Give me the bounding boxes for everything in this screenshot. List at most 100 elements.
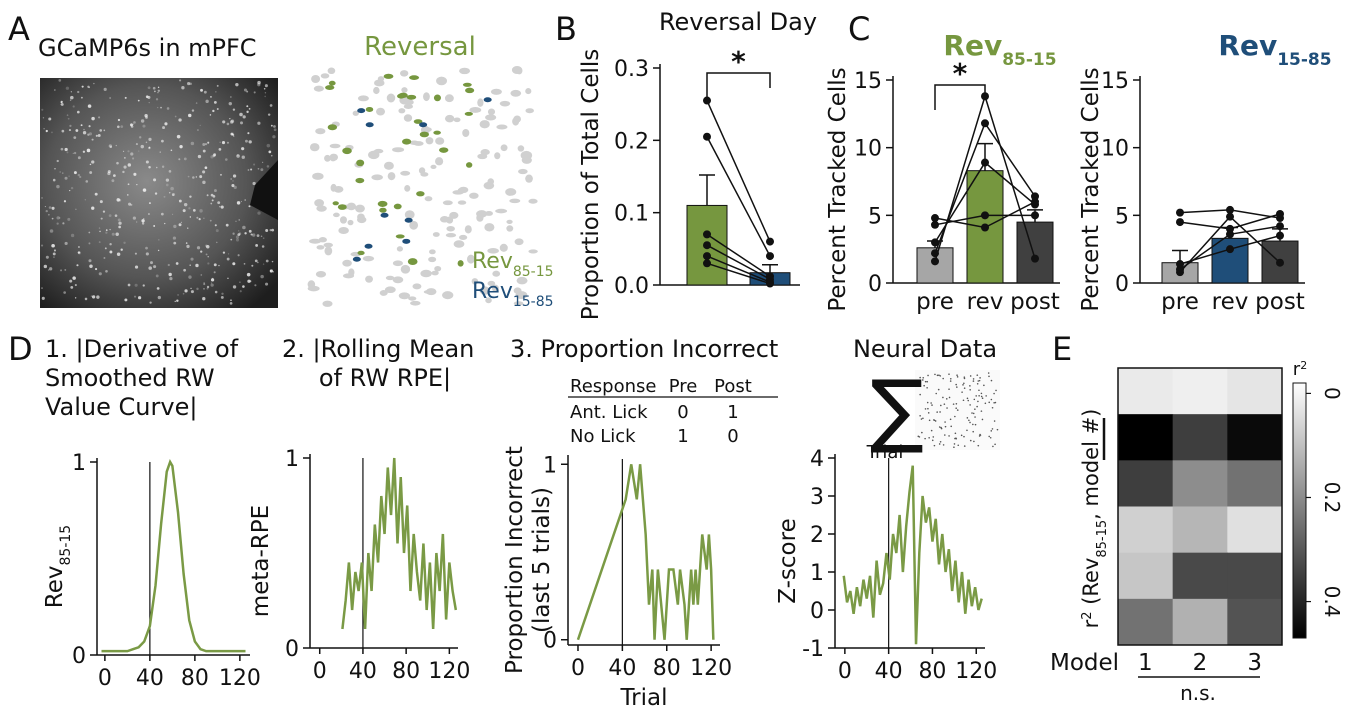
speck bbox=[244, 232, 247, 235]
cell bbox=[348, 268, 355, 277]
speck bbox=[239, 112, 243, 117]
speck bbox=[173, 224, 177, 229]
speck bbox=[115, 232, 119, 236]
subject-point bbox=[1276, 231, 1284, 240]
speck bbox=[203, 90, 207, 94]
speck bbox=[98, 227, 101, 229]
speck bbox=[238, 230, 240, 232]
subject-point bbox=[981, 119, 989, 128]
error-bar bbox=[699, 174, 715, 206]
thumb-dot bbox=[969, 439, 972, 442]
thumb-dot bbox=[961, 391, 963, 393]
speck bbox=[88, 231, 91, 234]
speck bbox=[58, 79, 62, 82]
speck bbox=[227, 253, 230, 255]
speck bbox=[157, 86, 160, 89]
thumb-dot bbox=[930, 402, 932, 404]
speck bbox=[158, 239, 160, 241]
speck bbox=[202, 180, 206, 185]
speck bbox=[76, 110, 80, 114]
thumb-dot bbox=[940, 426, 942, 429]
speck bbox=[60, 269, 63, 272]
cell-rev85 bbox=[406, 94, 417, 100]
speck bbox=[229, 302, 233, 305]
speck bbox=[66, 151, 69, 154]
cell bbox=[453, 117, 461, 123]
speck bbox=[93, 82, 95, 85]
thumb-dot bbox=[917, 435, 920, 438]
cell bbox=[483, 181, 495, 190]
speck bbox=[202, 149, 206, 153]
speck bbox=[178, 199, 182, 203]
speck bbox=[89, 163, 92, 166]
y-tick-label: 0 bbox=[285, 637, 299, 662]
table-cell: 1 bbox=[727, 402, 738, 423]
cell bbox=[469, 106, 482, 113]
heat-cell bbox=[1172, 460, 1228, 507]
speck bbox=[53, 256, 55, 258]
speck bbox=[257, 121, 261, 125]
speck bbox=[53, 249, 57, 252]
heat-cell bbox=[1227, 506, 1283, 554]
speck bbox=[239, 290, 242, 293]
cell bbox=[392, 147, 405, 153]
panel-title: GCaMP6s in mPFC bbox=[38, 34, 257, 62]
speck bbox=[91, 116, 95, 121]
speck bbox=[165, 183, 169, 187]
speck bbox=[45, 129, 48, 133]
thumb-dot bbox=[948, 435, 950, 437]
data-line bbox=[101, 459, 246, 653]
speck bbox=[42, 117, 45, 119]
thumb-dot bbox=[977, 400, 979, 403]
thumb-dot bbox=[991, 406, 994, 409]
x-tick-label: 0 bbox=[98, 666, 112, 691]
speck bbox=[232, 180, 234, 182]
cell-rev85 bbox=[379, 207, 387, 213]
speck bbox=[265, 229, 269, 233]
speck bbox=[133, 172, 137, 176]
cell bbox=[387, 172, 396, 181]
cell bbox=[309, 238, 322, 244]
thumb-dot bbox=[978, 395, 980, 397]
cell bbox=[500, 144, 508, 152]
thumb-dot bbox=[979, 377, 981, 379]
significance-bracket bbox=[934, 84, 986, 110]
thumb-dot bbox=[938, 443, 941, 445]
thumb-dot bbox=[990, 398, 993, 401]
speck bbox=[67, 117, 70, 120]
x-tick-label: 80 bbox=[918, 659, 946, 684]
speck bbox=[127, 194, 129, 196]
cell bbox=[365, 275, 373, 283]
speck bbox=[40, 244, 44, 247]
thumb-dot bbox=[992, 445, 994, 448]
cell bbox=[312, 172, 324, 180]
cell bbox=[355, 204, 365, 213]
chart-title: Smoothed RW bbox=[45, 364, 215, 392]
y-axis-label: meta-RPE bbox=[248, 505, 274, 617]
speck bbox=[226, 122, 230, 126]
speck bbox=[109, 243, 112, 246]
chart-title: 1. |Derivative of bbox=[45, 335, 239, 363]
cell-rev15 bbox=[419, 122, 428, 128]
subject-point bbox=[1031, 197, 1039, 206]
speck bbox=[245, 139, 248, 143]
thumb-dot bbox=[960, 434, 963, 437]
y-axis-label: r2 (Rev85-15, model #) bbox=[1079, 409, 1110, 629]
thumb-dot bbox=[988, 401, 991, 404]
thumb-dot bbox=[942, 444, 945, 446]
speck bbox=[41, 108, 44, 111]
speck bbox=[246, 90, 249, 93]
thumb-dot bbox=[922, 417, 924, 420]
cell bbox=[485, 114, 497, 121]
speck bbox=[262, 263, 265, 265]
speck bbox=[148, 146, 151, 150]
cell bbox=[408, 296, 417, 301]
text-part: r bbox=[1079, 619, 1103, 628]
speck bbox=[154, 192, 158, 195]
cell bbox=[528, 198, 538, 204]
speck bbox=[184, 289, 188, 293]
speck bbox=[108, 144, 113, 148]
speck bbox=[124, 157, 126, 159]
thumb-dot bbox=[972, 423, 974, 426]
cell bbox=[329, 143, 341, 149]
